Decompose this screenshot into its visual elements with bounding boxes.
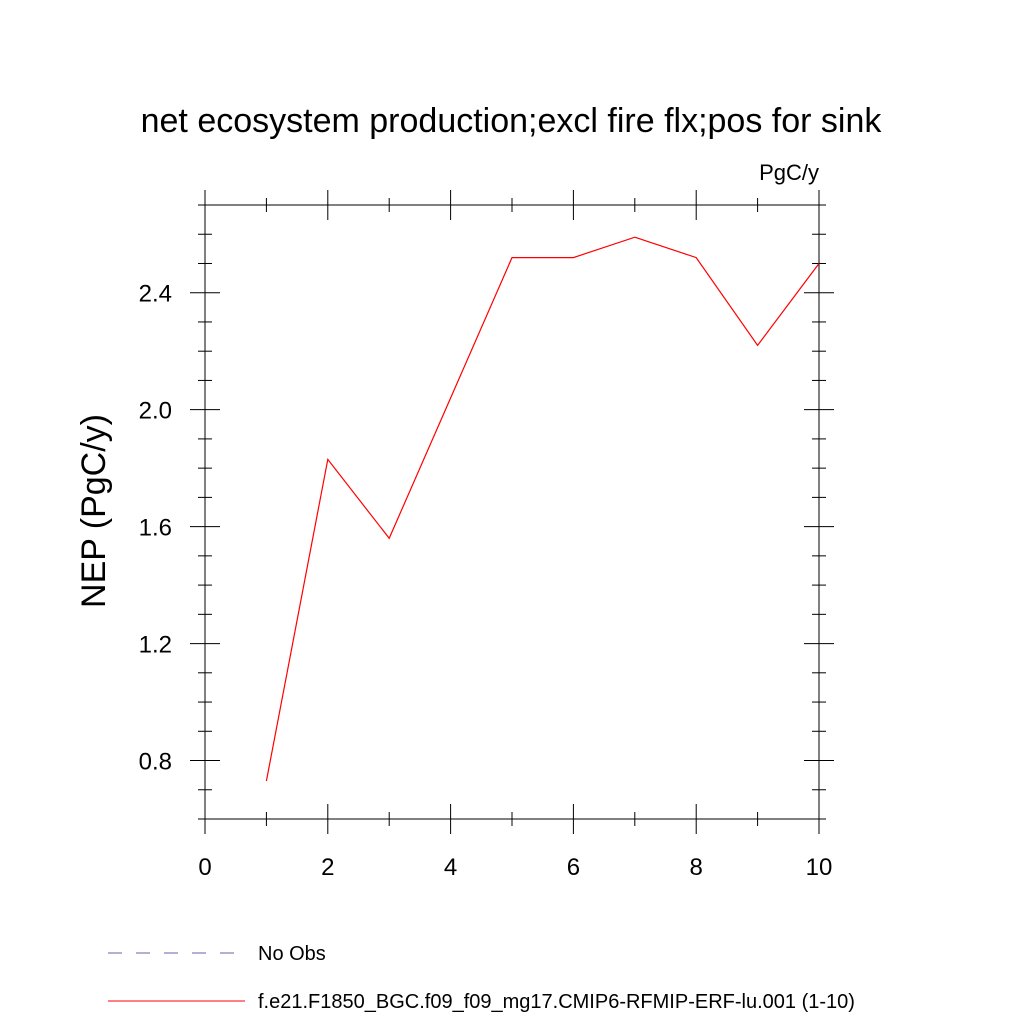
x-axis-ticks	[204, 190, 820, 834]
y-axis-tick-labels: 0.8 1.2 1.6 2.0 2.4	[139, 281, 172, 776]
y-axis-ticks	[190, 204, 834, 820]
legend-label-model-run: f.e21.F1850_BGC.f09_f09_mg17.CMIP6-RFMIP…	[258, 991, 855, 1013]
x-axis-tick-labels: 0 2 4 6 8 10	[198, 854, 832, 881]
y-tick-label: 1.6	[139, 515, 172, 542]
series-layer	[265, 236, 820, 782]
series-line	[265, 236, 820, 782]
x-tick-label: 6	[567, 854, 580, 881]
x-tick-label: 10	[806, 854, 833, 881]
x-tick-label: 4	[444, 854, 457, 881]
x-tick-label: 0	[198, 854, 211, 881]
x-tick-label: 8	[690, 854, 703, 881]
legend-label-no-obs: No Obs	[258, 943, 326, 965]
x-tick-label: 2	[321, 854, 334, 881]
plot-frame	[204, 204, 820, 820]
y-axis-label: NEP (PgC/y)	[75, 414, 113, 608]
y-tick-label: 2.4	[139, 281, 172, 308]
y-tick-label: 2.0	[139, 398, 172, 425]
units-label: PgC/y	[759, 160, 819, 185]
legend: No Obs f.e21.F1850_BGC.f09_f09_mg17.CMIP…	[108, 943, 855, 1013]
chart-title: net ecosystem production;excl fire flx;p…	[141, 102, 883, 140]
y-tick-label: 1.2	[139, 632, 172, 659]
y-tick-label: 0.8	[139, 749, 172, 776]
